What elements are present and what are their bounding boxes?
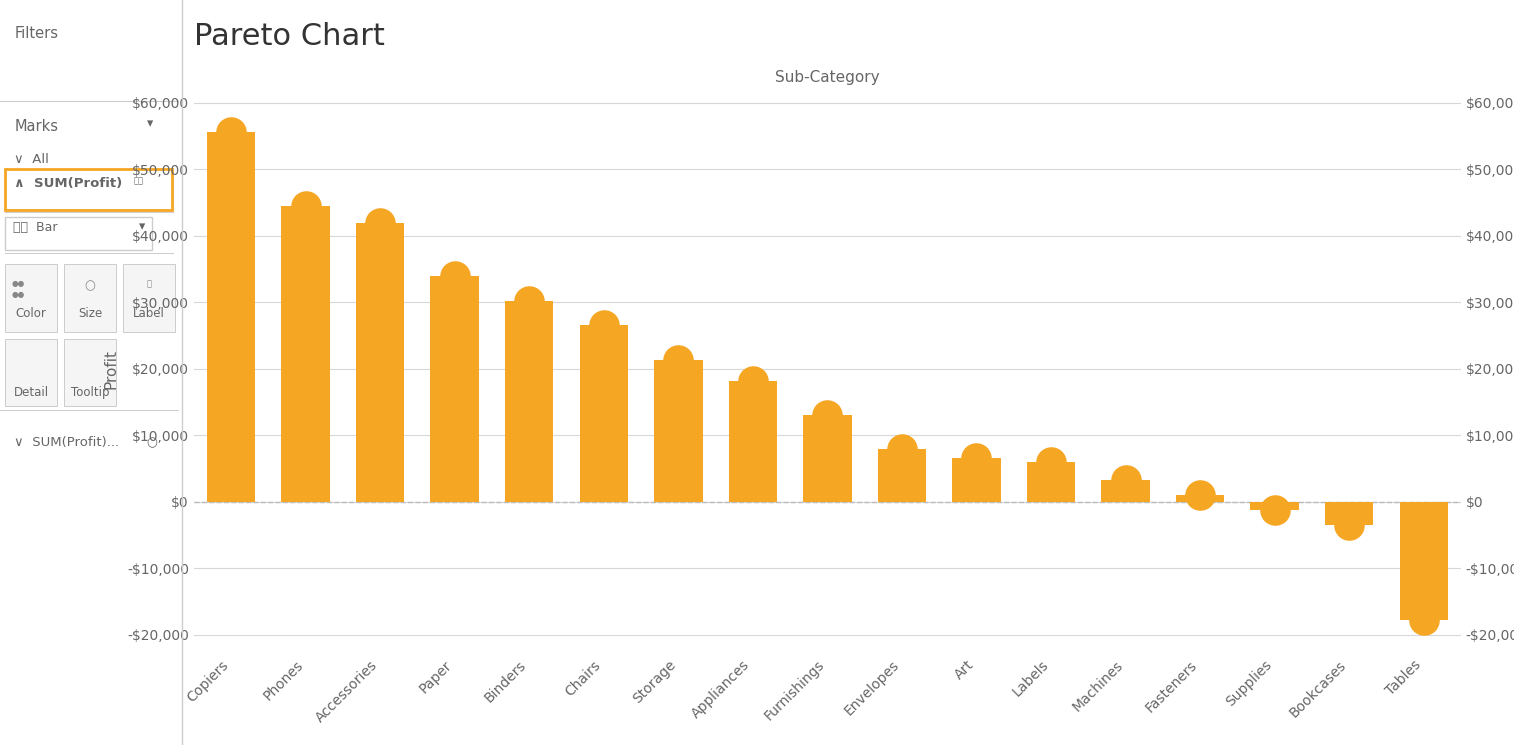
Text: ○: ○	[147, 436, 157, 448]
Bar	[728, 381, 777, 502]
FancyBboxPatch shape	[64, 339, 117, 406]
Bar	[207, 132, 256, 502]
Bar	[1101, 480, 1149, 502]
Bar	[802, 415, 852, 502]
Bar	[878, 449, 927, 502]
Text: ▾: ▾	[147, 117, 153, 130]
Bar	[1026, 462, 1075, 502]
FancyBboxPatch shape	[6, 217, 151, 250]
Y-axis label: Profit: Profit	[103, 349, 118, 389]
Bar	[580, 325, 628, 502]
FancyBboxPatch shape	[6, 169, 171, 210]
Bar	[1399, 502, 1447, 620]
Bar	[506, 301, 554, 502]
Text: ⬛⬛  Bar: ⬛⬛ Bar	[12, 221, 58, 233]
FancyBboxPatch shape	[123, 264, 176, 332]
Bar	[1325, 502, 1373, 525]
FancyBboxPatch shape	[6, 264, 58, 332]
Text: ∨  SUM(Profit)...: ∨ SUM(Profit)...	[14, 436, 120, 448]
Bar	[356, 223, 404, 502]
Bar	[654, 360, 702, 502]
Text: ∨  All: ∨ All	[14, 153, 48, 165]
Text: Detail: Detail	[14, 386, 48, 399]
Bar	[430, 276, 478, 502]
Bar	[1176, 495, 1225, 502]
Text: Marks: Marks	[14, 119, 59, 134]
Text: ⬛: ⬛	[147, 279, 151, 288]
Text: ⬛⬛: ⬛⬛	[133, 177, 144, 186]
Text: ∧  SUM(Profit): ∧ SUM(Profit)	[14, 177, 123, 189]
Text: Size: Size	[79, 308, 103, 320]
Bar	[1251, 502, 1299, 510]
Title: Sub-Category: Sub-Category	[775, 71, 880, 86]
Text: ●●
●●: ●● ●●	[11, 279, 24, 299]
Text: Tooltip: Tooltip	[71, 386, 109, 399]
Bar	[282, 206, 330, 502]
Bar	[952, 458, 1001, 502]
Text: Color: Color	[15, 308, 47, 320]
FancyBboxPatch shape	[6, 339, 58, 406]
Text: Filters: Filters	[14, 26, 59, 41]
Text: Pareto Chart: Pareto Chart	[194, 22, 385, 51]
Text: Label: Label	[133, 308, 165, 320]
FancyBboxPatch shape	[64, 264, 117, 332]
Text: ○: ○	[85, 279, 95, 292]
Text: ▾: ▾	[139, 221, 145, 233]
